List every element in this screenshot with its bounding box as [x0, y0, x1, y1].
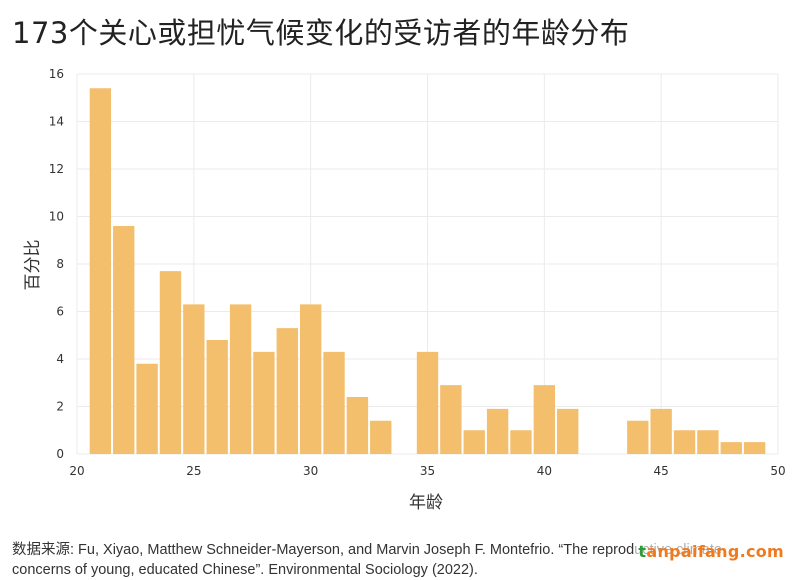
y-tick-label: 12: [49, 162, 64, 176]
y-tick-label: 0: [56, 447, 64, 461]
histogram-chart: 0 2 4 6 8 10 12 14 16 20 25 30 35 40 45 50 百分比 年龄: [23, 67, 786, 513]
bar-age-41: [557, 408, 579, 454]
bar-age-28: [253, 351, 275, 454]
bar-age-46: [673, 430, 696, 454]
bar-age-27: [229, 304, 252, 454]
x-tick-label: 50: [770, 464, 785, 478]
bar-age-44: [627, 420, 649, 454]
chart-title: 173个关心或担忧气候变化的受访者的年龄分布: [12, 16, 630, 50]
bar-age-32: [346, 397, 369, 454]
bar-age-38: [486, 408, 509, 454]
source-line-1: 数据来源: Fu, Xiyao, Matthew Schneider-Mayer…: [12, 542, 722, 558]
y-tick-label: 10: [49, 210, 64, 224]
bar-age-33: [370, 420, 392, 454]
y-tick-label: 8: [56, 257, 64, 271]
y-tick-labels: 0 2 4 6 8 10 12 14 16: [49, 67, 64, 461]
bar-age-29: [276, 328, 298, 454]
bar-age-48: [720, 442, 742, 454]
x-tick-label: 35: [420, 464, 435, 478]
x-axis-label: 年龄: [409, 493, 443, 513]
x-tick-labels: 20 25 30 35 40 45 50: [69, 464, 785, 478]
bar-age-40: [533, 385, 556, 454]
y-tick-label: 6: [56, 305, 64, 319]
y-tick-label: 4: [56, 352, 64, 366]
bar-age-23: [136, 363, 158, 454]
x-tick-label: 30: [303, 464, 318, 478]
source-line-2: concerns of young, educated Chinese”. En…: [12, 562, 478, 578]
bar-age-21: [89, 88, 112, 454]
y-axis-label: 百分比: [23, 240, 43, 291]
bar-age-36: [440, 385, 462, 454]
x-tick-label: 25: [186, 464, 201, 478]
bars: [89, 88, 766, 454]
y-tick-label: 14: [49, 115, 64, 129]
bar-age-30: [299, 304, 322, 454]
bar-age-35: [416, 351, 439, 454]
x-tick-label: 20: [69, 464, 84, 478]
bar-age-45: [650, 408, 672, 454]
x-tick-label: 45: [654, 464, 669, 478]
bar-age-24: [159, 271, 182, 454]
bar-age-22: [113, 226, 135, 454]
source-note: 数据来源: Fu, Xiyao, Matthew Schneider-Mayer…: [12, 540, 782, 580]
bar-age-25: [183, 304, 205, 454]
x-tick-label: 40: [537, 464, 552, 478]
y-tick-label: 16: [49, 67, 64, 81]
bar-age-39: [510, 430, 532, 454]
y-tick-label: 2: [56, 400, 64, 414]
bar-age-26: [206, 340, 228, 454]
bar-age-49: [743, 442, 766, 454]
bar-age-31: [323, 351, 345, 454]
watermark-logo: tanpaifang.com: [634, 542, 788, 561]
bar-age-37: [463, 430, 485, 454]
bar-age-47: [697, 430, 719, 454]
